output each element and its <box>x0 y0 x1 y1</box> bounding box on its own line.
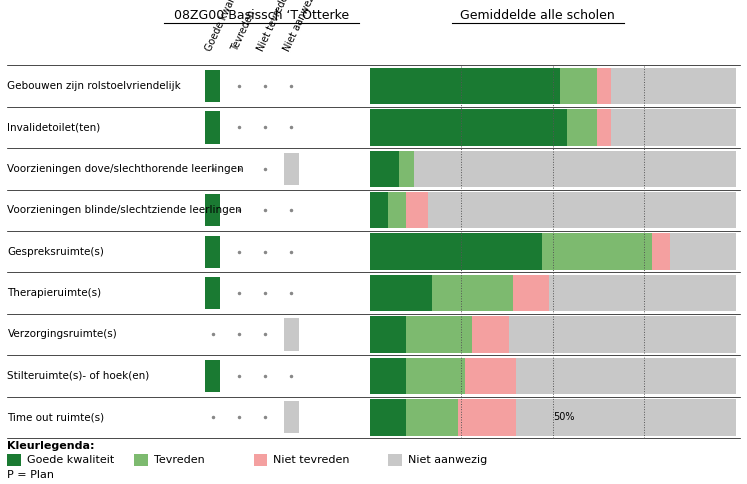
Bar <box>205 360 220 392</box>
Text: Niet aanwezig: Niet aanwezig <box>282 0 320 53</box>
Bar <box>370 192 388 228</box>
Bar <box>254 454 267 466</box>
Bar <box>509 316 736 353</box>
Bar <box>611 68 736 104</box>
Bar <box>670 233 736 270</box>
Bar <box>134 454 148 466</box>
Bar <box>370 316 406 353</box>
Text: 50%: 50% <box>553 412 574 423</box>
Bar <box>651 233 670 270</box>
Bar <box>7 454 21 466</box>
Bar <box>284 318 299 350</box>
Text: Verzorgingsruimte(s): Verzorgingsruimte(s) <box>7 330 117 339</box>
Bar <box>284 401 299 434</box>
Bar <box>388 454 402 466</box>
Bar <box>406 399 458 436</box>
Bar <box>406 192 428 228</box>
Bar <box>542 233 651 270</box>
Bar <box>284 153 299 185</box>
Text: P = Plan: P = Plan <box>7 470 55 480</box>
Bar <box>472 316 509 353</box>
Text: Niet tevreden: Niet tevreden <box>273 454 350 465</box>
Text: Voorzieningen blinde/slechtziende leerlingen: Voorzieningen blinde/slechtziende leerli… <box>7 205 242 215</box>
Text: Kleurlegenda:: Kleurlegenda: <box>7 441 95 451</box>
Text: Voorzieningen dove/slechthorende leerlingen: Voorzieningen dove/slechthorende leerlin… <box>7 164 244 174</box>
Text: Therapieruimte(s): Therapieruimte(s) <box>7 288 102 298</box>
Bar <box>205 277 220 309</box>
Text: Stilteruimte(s)- of hoek(en): Stilteruimte(s)- of hoek(en) <box>7 371 149 381</box>
Text: Tevreden: Tevreden <box>230 9 258 53</box>
Text: Gespreksruimte(s): Gespreksruimte(s) <box>7 247 105 257</box>
Bar <box>370 233 542 270</box>
Bar <box>458 399 516 436</box>
Bar <box>432 275 512 311</box>
Bar <box>597 109 611 146</box>
Bar <box>388 192 406 228</box>
Bar <box>549 275 736 311</box>
Bar <box>205 111 220 144</box>
Text: Goede kwaliteit: Goede kwaliteit <box>204 0 245 53</box>
Bar <box>597 68 611 104</box>
Bar <box>560 68 597 104</box>
Bar <box>370 399 406 436</box>
Bar <box>406 316 472 353</box>
Bar <box>370 151 399 187</box>
Bar <box>428 192 736 228</box>
Bar <box>465 358 516 394</box>
Bar <box>399 151 414 187</box>
Text: Goede kwaliteit: Goede kwaliteit <box>27 454 114 465</box>
Text: Niet tevreden: Niet tevreden <box>256 0 294 53</box>
Bar <box>568 109 597 146</box>
Bar <box>370 68 560 104</box>
Bar <box>414 151 736 187</box>
Bar <box>205 70 220 102</box>
Bar <box>370 358 406 394</box>
Text: Gebouwen zijn rolstoelvriendelijk: Gebouwen zijn rolstoelvriendelijk <box>7 81 182 91</box>
Bar <box>370 109 568 146</box>
Bar <box>406 358 465 394</box>
Bar <box>516 399 736 436</box>
Text: Time out ruimte(s): Time out ruimte(s) <box>7 412 105 423</box>
Bar <box>516 358 736 394</box>
Bar <box>370 275 432 311</box>
Bar <box>611 109 736 146</box>
Text: 08ZG00 Basissch ‘T Otterke: 08ZG00 Basissch ‘T Otterke <box>174 9 349 22</box>
Text: Niet aanwezig: Niet aanwezig <box>408 454 487 465</box>
Bar <box>512 275 549 311</box>
Text: Gemiddelde alle scholen: Gemiddelde alle scholen <box>460 9 616 22</box>
Text: Invalidetoilet(ten): Invalidetoilet(ten) <box>7 122 101 133</box>
Bar <box>205 236 220 268</box>
Text: Tevreden: Tevreden <box>154 454 205 465</box>
Bar <box>205 194 220 227</box>
